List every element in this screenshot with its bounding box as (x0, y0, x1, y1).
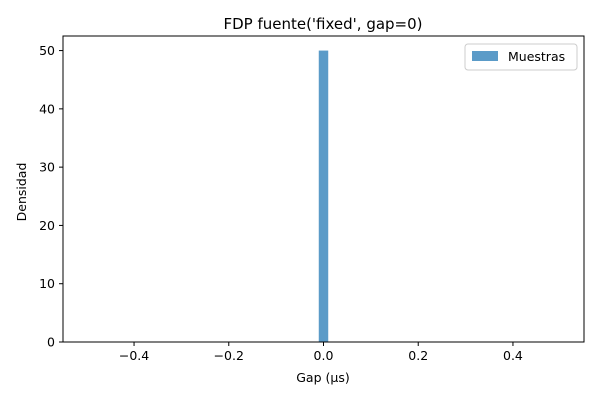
x-tick-label: 0.0 (314, 348, 334, 363)
x-tick-label: −0.2 (214, 348, 244, 363)
x-tick-label: 0.4 (503, 348, 523, 363)
y-tick-label: 30 (39, 160, 55, 175)
legend-swatch (472, 51, 498, 61)
y-axis-ticks: 0 10 20 30 40 50 (39, 43, 63, 350)
legend-label: Muestras (508, 49, 565, 64)
plot-area: −0.4 −0.2 0.0 0.2 0.4 0 10 20 30 40 50 (39, 35, 585, 363)
plot-frame (62, 35, 585, 343)
y-tick-label: 0 (47, 335, 55, 350)
y-tick-label: 20 (39, 218, 55, 233)
x-axis-ticks: −0.4 −0.2 0.0 0.2 0.4 (119, 342, 523, 363)
y-tick-label: 50 (39, 43, 55, 58)
y-axis-label: Densidad (14, 163, 29, 222)
legend: Muestras (464, 43, 578, 71)
x-axis-label: Gap (µs) (296, 370, 349, 385)
x-tick-label: 0.2 (408, 348, 428, 363)
bars-group (318, 50, 329, 342)
histogram-bar (318, 50, 329, 342)
x-tick-label: −0.4 (119, 348, 149, 363)
chart-title: FDP fuente('fixed', gap=0) (223, 15, 422, 33)
y-tick-label: 10 (39, 276, 55, 291)
y-tick-label: 40 (39, 101, 55, 116)
legend-box (464, 43, 578, 71)
